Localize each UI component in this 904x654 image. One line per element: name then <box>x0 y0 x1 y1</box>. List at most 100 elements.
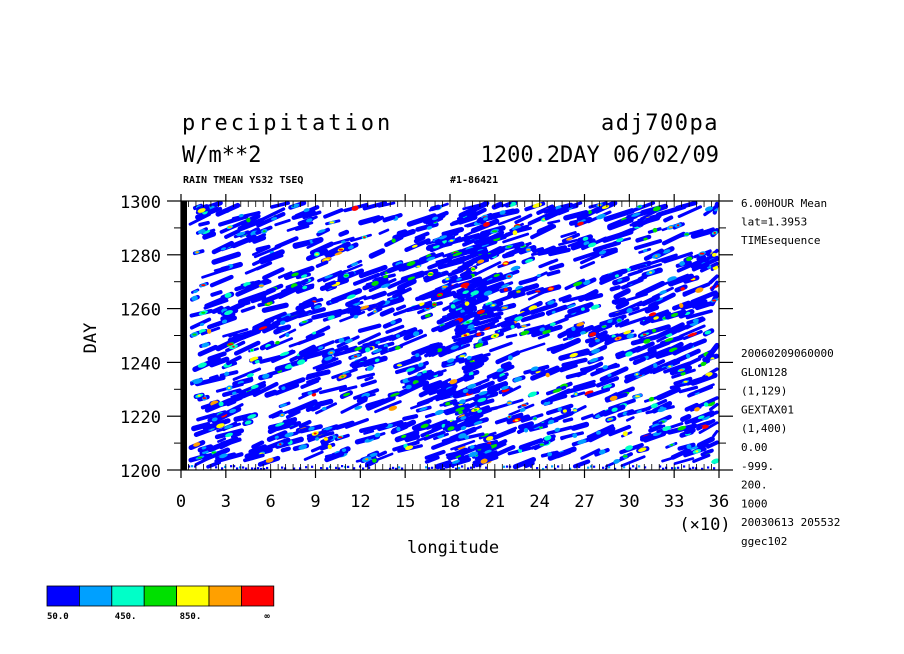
precip-core <box>450 304 456 309</box>
subtitle: RAIN TMEAN YS32 TSEQ <box>183 175 303 186</box>
precip-core <box>579 330 586 335</box>
precip-dot <box>305 466 308 469</box>
precip-peak <box>539 426 543 429</box>
precip-core <box>262 373 270 379</box>
precip-core <box>510 265 520 271</box>
precip-streak <box>306 239 323 249</box>
precip-core <box>602 365 609 370</box>
precip-streak <box>407 364 426 376</box>
precip-streak <box>404 433 420 443</box>
precip-streak <box>435 460 452 470</box>
precip-streak <box>422 380 443 391</box>
precip-streak <box>659 334 684 347</box>
precip-dot <box>266 466 269 470</box>
precip-streak <box>189 317 212 330</box>
precip-streak <box>240 305 256 313</box>
precip-peak <box>197 394 201 397</box>
precip-streak <box>520 413 544 423</box>
precip-streak <box>465 290 486 302</box>
precip-core <box>501 385 509 390</box>
precip-core <box>466 355 472 360</box>
precip-peak <box>473 408 477 411</box>
precip-streak <box>607 217 634 231</box>
precip-streak <box>278 377 306 391</box>
precip-streak <box>258 249 285 263</box>
precip-core <box>354 405 363 410</box>
precip-core <box>701 425 709 429</box>
precip-streak <box>672 342 694 356</box>
precip-peak <box>363 236 366 239</box>
precip-streak <box>537 245 568 256</box>
precip-peak <box>602 325 607 328</box>
precip-streak <box>636 213 662 228</box>
precip-core <box>680 371 686 376</box>
precip-dot <box>353 467 356 470</box>
precip-dot <box>467 467 470 470</box>
precip-streak <box>314 398 334 408</box>
precip-streak <box>566 325 594 339</box>
precip-streak <box>460 310 474 316</box>
colorbar-swatch <box>208 585 242 607</box>
precip-core <box>607 319 614 324</box>
precip-core <box>334 251 343 256</box>
precip-streak <box>432 369 447 376</box>
precip-dot <box>446 465 449 468</box>
precip-streak <box>334 305 361 316</box>
precip-streak <box>435 391 455 402</box>
precip-peak <box>449 239 454 242</box>
precip-dot <box>224 465 227 468</box>
precip-streak <box>480 445 492 452</box>
precip-streak <box>357 323 382 333</box>
precip-dot <box>593 465 596 468</box>
precip-dot <box>536 467 539 470</box>
precip-streak <box>248 444 268 455</box>
precip-dot <box>608 466 611 469</box>
precip-streak <box>422 391 447 404</box>
precip-core <box>360 305 370 310</box>
colorbar-swatch <box>240 585 275 607</box>
precip-streak <box>473 233 505 245</box>
precip-core <box>602 384 612 389</box>
precip-streak <box>237 290 268 305</box>
info-top-line: lat=1.3953 <box>741 216 807 229</box>
precip-streak <box>286 221 314 232</box>
precip-peak <box>668 365 672 368</box>
precip-core <box>572 433 578 438</box>
precip-streak <box>439 312 463 323</box>
precip-streak <box>285 309 312 323</box>
precip-dot <box>707 466 710 469</box>
precip-streak <box>611 297 627 305</box>
precip-streak <box>564 307 590 319</box>
precip-streak <box>447 255 466 264</box>
x-axis: 0 3 6 9 12 15 18 21 24 27 30 33 36 <box>176 194 729 512</box>
precip-streak <box>374 296 405 310</box>
precip-streak <box>604 338 615 346</box>
precip-streak <box>424 449 446 460</box>
precip-peak <box>338 248 343 251</box>
precip-peak <box>227 343 234 346</box>
precip-streak <box>523 324 545 333</box>
precip-core <box>695 287 704 293</box>
precip-peak <box>227 226 232 229</box>
precip-streak <box>232 367 262 381</box>
run-id: #1-86421 <box>450 175 498 186</box>
precip-core <box>577 439 587 445</box>
precip-core <box>485 436 494 441</box>
info-bottom-line: GLON128 <box>741 366 787 379</box>
precip-core <box>543 401 551 406</box>
precip-core <box>648 396 655 402</box>
left-edge-bar <box>181 201 187 470</box>
precip-streak <box>297 332 325 346</box>
precip-core <box>462 290 469 295</box>
precip-streak <box>265 337 294 351</box>
precip-core <box>566 304 576 309</box>
precip-core <box>366 365 374 371</box>
precip-streak <box>562 293 591 304</box>
precip-core <box>653 316 659 320</box>
precip-streak <box>472 391 499 402</box>
precip-streak <box>411 343 437 356</box>
precip-core <box>460 282 470 288</box>
precip-dot <box>461 465 464 468</box>
precip-core <box>351 262 359 267</box>
precip-streak <box>688 383 715 396</box>
